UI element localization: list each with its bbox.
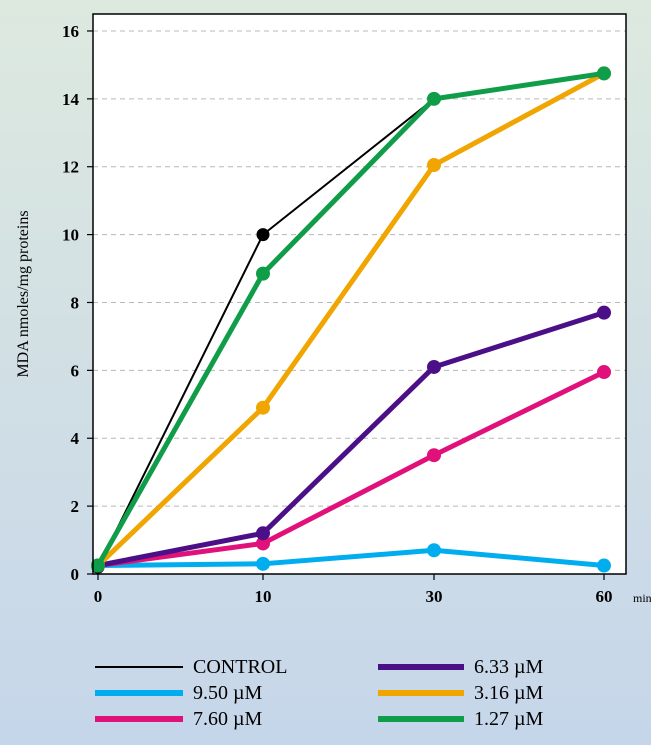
legend-label: 6.33 µM (474, 656, 544, 678)
series-line (95, 369, 607, 569)
data-point (427, 91, 441, 106)
x-tick-label: 60 (596, 587, 613, 606)
data-series (91, 66, 611, 574)
x-tick-label: 0 (94, 587, 103, 606)
series-line (95, 310, 607, 569)
y-tick-label: 0 (71, 565, 80, 584)
legend-label: 9.50 µM (193, 682, 263, 704)
y-tick-label: 12 (62, 158, 79, 177)
data-point (427, 543, 441, 558)
series-line (95, 70, 607, 569)
data-point (256, 266, 270, 281)
data-point (256, 556, 270, 571)
legend-item: 6.33 µM (378, 656, 544, 678)
plot-area (93, 14, 626, 574)
x-tick-label: 30 (426, 587, 443, 606)
legend: CONTROL 9.50 µM 7.60 µM 6.33 µM 3.16 µM 1.27 … (95, 656, 544, 730)
data-point (256, 536, 270, 551)
legend-item: CONTROL (95, 656, 287, 678)
legend-label: 7.60 µM (193, 708, 263, 730)
y-tick-label: 14 (62, 90, 80, 109)
plot-frame (92, 13, 627, 575)
legend-item: 1.27 µM (378, 708, 544, 730)
x-axis-unit: min (633, 591, 651, 605)
series-line (95, 547, 607, 569)
data-point (597, 66, 611, 81)
data-point (91, 558, 105, 573)
y-tick-label: 2 (71, 497, 80, 516)
data-point (597, 365, 611, 380)
legend-item: 9.50 µM (95, 682, 263, 704)
data-point (427, 359, 441, 374)
data-point (597, 305, 611, 320)
grid-lines (93, 30, 626, 507)
y-tick-label: 6 (71, 361, 80, 380)
series-1-27-m (91, 66, 611, 573)
legend-item: 3.16 µM (378, 682, 544, 704)
y-tick-label: 8 (71, 293, 80, 312)
x-axis-ticks: 0 10 30 60 (94, 574, 613, 606)
x-tick-label: 10 (255, 587, 272, 606)
data-point (256, 228, 270, 242)
legend-label: CONTROL (193, 656, 287, 678)
series-line (95, 70, 607, 569)
y-tick-label: 10 (62, 226, 79, 245)
data-point (427, 448, 441, 463)
y-axis-ticks: 0 2 4 6 8 10 12 14 16 (62, 22, 93, 584)
y-tick-label: 4 (71, 429, 80, 448)
legend-item: 7.60 µM (95, 708, 263, 730)
y-axis-title: MDA nmoles/mg proteins (15, 210, 32, 377)
legend-label: 1.27 µM (474, 708, 544, 730)
data-point (256, 400, 270, 415)
data-point (597, 558, 611, 573)
data-point (427, 158, 441, 173)
data-point (256, 526, 270, 541)
legend-label: 3.16 µM (474, 682, 544, 704)
y-tick-label: 16 (62, 22, 79, 41)
